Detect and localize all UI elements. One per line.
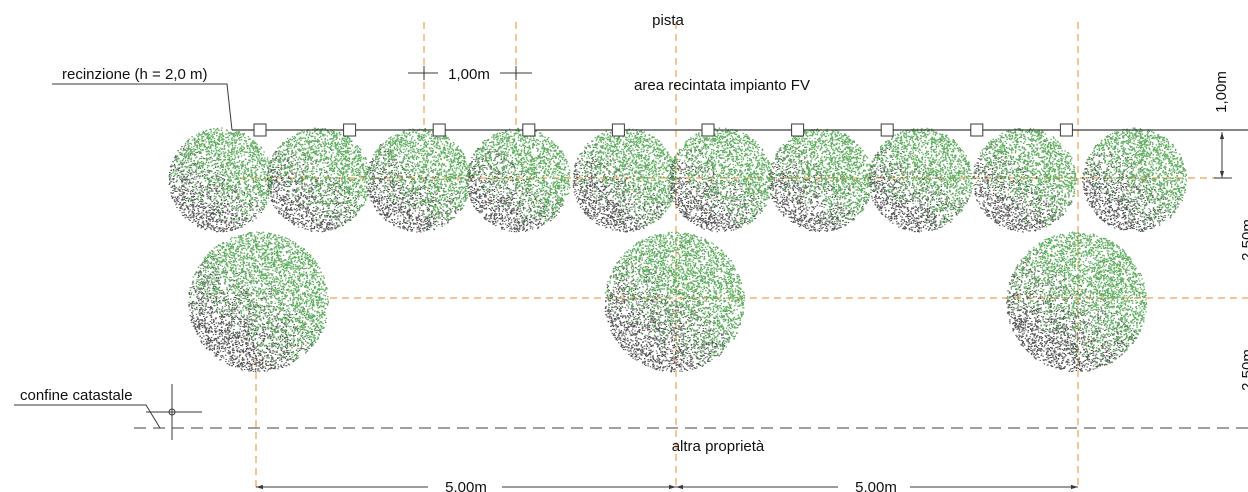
tree-2	[604, 231, 746, 373]
cadastral-leader	[14, 404, 161, 429]
fence-post	[1059, 123, 1073, 137]
axis-lines	[240, 22, 1248, 490]
road-label: pista	[652, 12, 684, 29]
fence-posts	[253, 123, 1073, 137]
fence-post	[970, 123, 984, 137]
fence-post	[880, 123, 894, 137]
cadastral-marker	[146, 384, 202, 440]
shrub-1	[168, 127, 274, 233]
fence-post	[791, 123, 805, 137]
tree-spacing-left-label: 5.00m	[445, 479, 487, 492]
vertical-dimension	[1214, 132, 1232, 179]
shrub-3	[366, 127, 472, 233]
tree-1	[188, 231, 330, 373]
fence-post	[253, 123, 267, 137]
tree-3	[1006, 231, 1148, 373]
shrub-9	[972, 127, 1078, 233]
shrub-10	[1082, 127, 1188, 232]
hedge-plants	[168, 127, 1188, 373]
shrub-5	[572, 127, 677, 233]
shrub-7	[768, 128, 874, 232]
shrub-8	[868, 127, 974, 233]
post-spacing-label: 1,00m	[448, 66, 490, 83]
post-spacing-dimension	[408, 66, 532, 80]
shrub-2	[266, 127, 372, 233]
fence-post	[343, 123, 357, 137]
vertical-low-label: 2,50m	[1239, 349, 1248, 391]
shrub-4	[466, 127, 571, 233]
tree-spacing-right-label: 5.00m	[855, 479, 897, 492]
fenced-area-label: area recintata impianto FV	[634, 77, 810, 94]
fence-leader	[52, 83, 233, 131]
fence-post	[701, 123, 715, 137]
fence-post	[522, 123, 536, 137]
cadastral-label: confine catastale	[20, 387, 133, 404]
other-property-label: altra proprietà	[672, 438, 765, 455]
vertical-mid-label: 2,50m	[1239, 219, 1248, 261]
vertical-top-label: 1,00m	[1213, 71, 1230, 113]
fence-post	[611, 123, 625, 137]
fence-post	[432, 123, 446, 137]
fence-label: recinzione (h = 2,0 m)	[62, 66, 207, 83]
shrub-6	[668, 127, 773, 233]
